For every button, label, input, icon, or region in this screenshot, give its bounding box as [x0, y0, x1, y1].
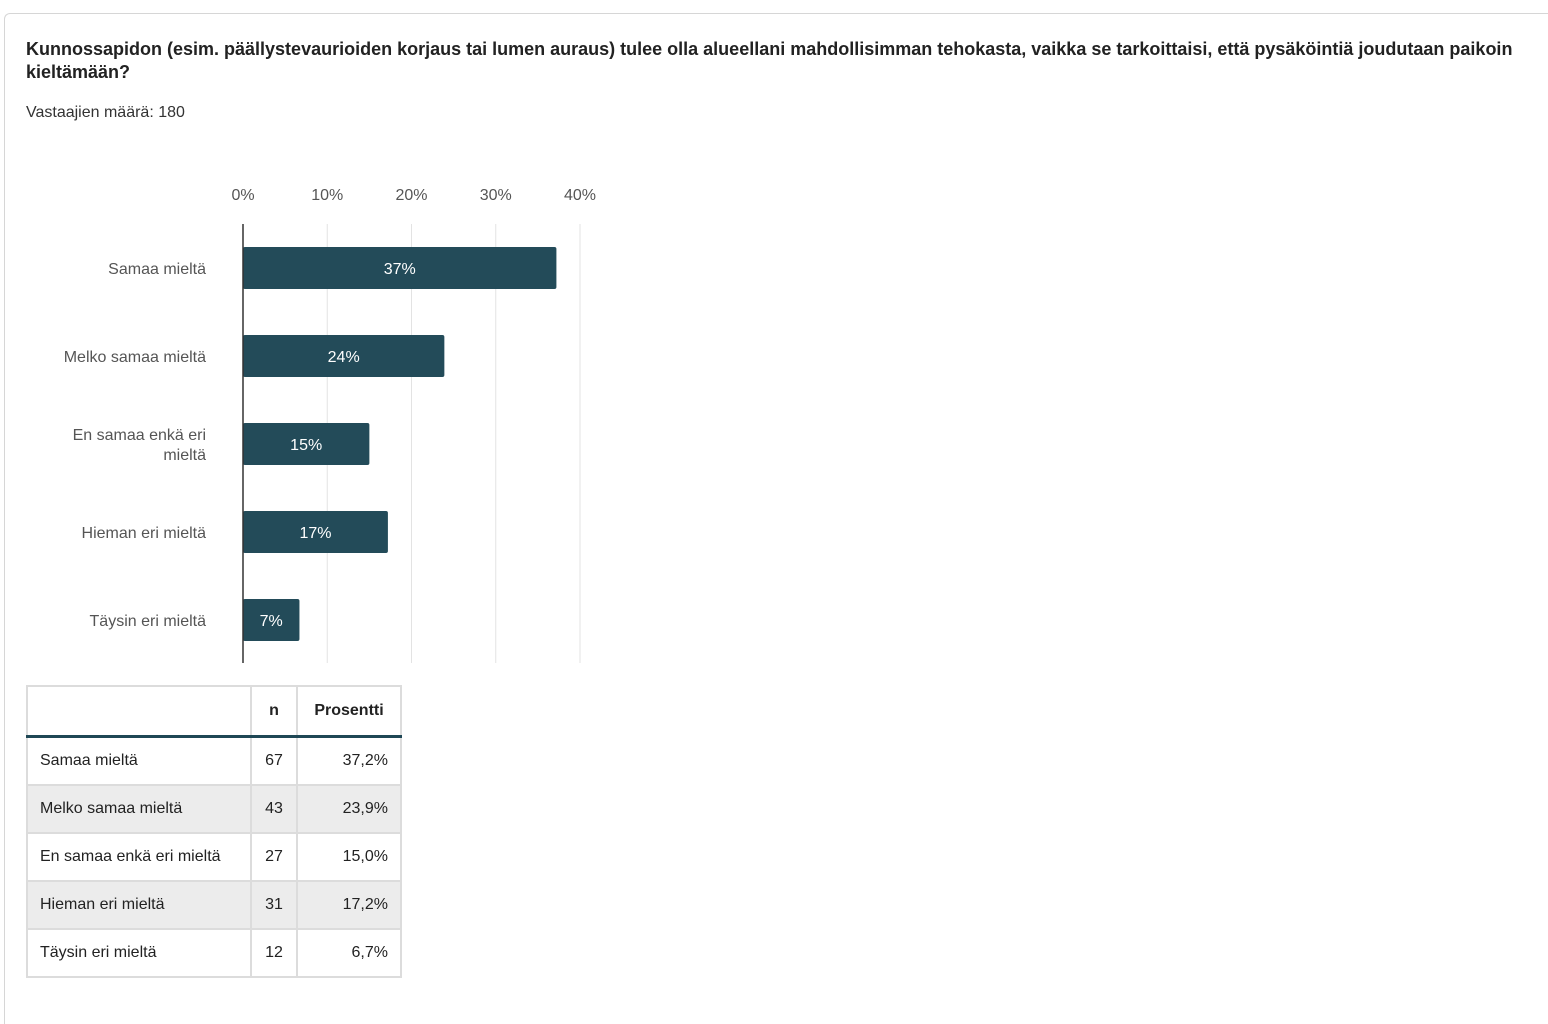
row-n: 27 [250, 832, 298, 882]
row-percent: 37,2% [296, 735, 402, 786]
row-label: Samaa mieltä [26, 735, 252, 786]
table-row: En samaa enkä eri mieltä 27 15,0% [26, 832, 402, 882]
category-label-line: Hieman eri mieltä [82, 525, 207, 542]
category-label-line: Täysin eri mieltä [90, 613, 207, 630]
bar-data-label: 17% [299, 525, 331, 542]
bar [243, 511, 388, 553]
bar-chart: 0% 10% 20% 30% 40% 37% Samaa mieltä 24% Melko sa… [64, 187, 596, 663]
bar [243, 335, 445, 377]
respondent-count: Vastaajien määrä: 180 [26, 104, 185, 121]
x-tick-label: 20% [395, 187, 427, 204]
category-label-line: mieltä [163, 447, 206, 464]
category-label: Melko samaa mieltä [64, 349, 206, 366]
row-percent: 17,2% [296, 880, 402, 930]
row-n: 43 [250, 784, 298, 834]
category-label: Samaa mieltä [108, 261, 206, 278]
table-header-row: n Prosentti [26, 685, 402, 738]
header-n: n [250, 685, 298, 738]
bar [243, 599, 300, 641]
row-label: Melko samaa mieltä [26, 784, 252, 834]
row-percent: 6,7% [296, 928, 402, 978]
row-percent: 23,9% [296, 784, 402, 834]
bar [243, 247, 557, 289]
header-percent: Prosentti [296, 685, 402, 738]
row-n: 67 [250, 735, 298, 786]
bar-data-label: 7% [260, 613, 283, 630]
category-label-line: Samaa mieltä [108, 261, 206, 278]
table-row: Samaa mieltä 67 37,2% [26, 735, 402, 786]
row-label: Täysin eri mieltä [26, 928, 252, 978]
table-row: Täysin eri mieltä 12 6,7% [26, 928, 402, 978]
bar-data-label: 15% [290, 437, 322, 454]
x-tick-label: 0% [231, 187, 254, 204]
x-tick-label: 30% [480, 187, 512, 204]
category-label: Täysin eri mieltä [90, 613, 207, 630]
row-n: 31 [250, 880, 298, 930]
table-row: Hieman eri mieltä 31 17,2% [26, 880, 402, 930]
results-table: n Prosentti Samaa mieltä 67 37,2% Melko … [26, 685, 402, 978]
category-label: En samaa enkä eri mieltä [73, 427, 207, 464]
row-n: 12 [250, 928, 298, 978]
bar [243, 423, 370, 465]
category-label-line: En samaa enkä eri [73, 427, 206, 444]
bar-data-label: 37% [384, 261, 416, 278]
row-label: Hieman eri mieltä [26, 880, 252, 930]
x-tick-label: 40% [564, 187, 596, 204]
category-label-line: Melko samaa mieltä [64, 349, 206, 366]
question-title: Kunnossapidon (esim. päällystevaurioiden… [26, 39, 1513, 82]
table-row: Melko samaa mieltä 43 23,9% [26, 784, 402, 834]
category-label: Hieman eri mieltä [82, 525, 207, 542]
row-percent: 15,0% [296, 832, 402, 882]
row-label: En samaa enkä eri mieltä [26, 832, 252, 882]
header-label [26, 685, 252, 738]
bar-data-label: 24% [328, 349, 360, 366]
x-tick-label: 10% [311, 187, 343, 204]
